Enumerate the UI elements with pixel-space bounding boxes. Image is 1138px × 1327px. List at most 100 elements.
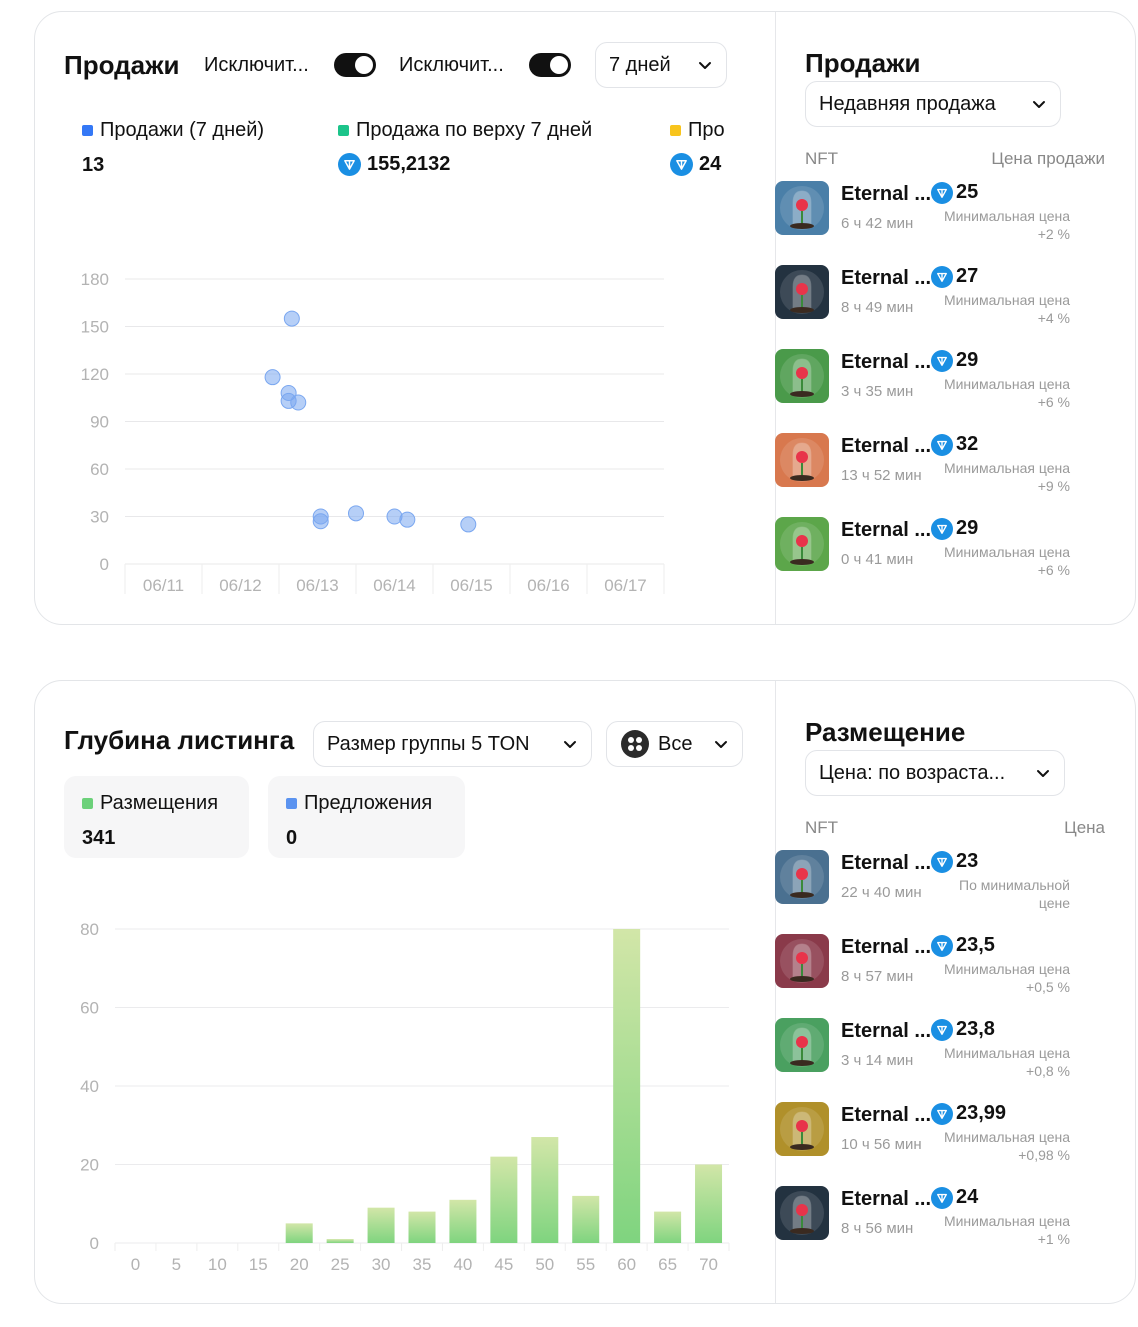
price-note-line: Минимальная цена [943,1129,1070,1145]
price-value: 27 [956,265,979,287]
nft-price: 29 [931,349,978,372]
stat-third-value: 24 [670,153,721,176]
list-item[interactable]: Eternal ... 10 ч 56 мин 23,99 Минимальная ц… [775,1102,1075,1164]
price-value: 23,99 [956,1102,1007,1124]
price-note: Минимальная цена +0,98 % [944,1128,1070,1164]
ton-icon [931,265,953,288]
nft-name: Eternal ... [841,1104,932,1126]
sales-chart-title: Продажи [64,50,180,80]
nft-time: 22 ч 40 мин [841,884,922,901]
nft-price: 24 [931,1186,978,1209]
filter-select[interactable]: Все [606,721,743,767]
stat-label: Продажи (7 дней) [100,119,265,141]
col-head-price: Цена [1064,818,1105,837]
nft-time: 6 ч 42 мин [841,215,914,232]
price-note-line: По минимальной [959,877,1070,893]
stat-label: Продажа по верху 7 дней [356,119,593,141]
stat-sales-7d: Продажи (7 дней) [82,119,264,142]
depth-chart-title: Глубина листинга [64,725,295,755]
list-item[interactable]: Eternal ... 3 ч 14 мин 23,8 Минимальная цен… [775,1018,1075,1080]
stat-offers-value: 0 [286,827,298,849]
stat-offers: Предложения [286,792,432,815]
nft-time: 3 ч 35 мин [841,383,914,400]
exclude-toggle-1[interactable] [334,53,376,77]
price-note-line: Минимальная цена [943,460,1070,476]
exclude-toggle-1-label: Исключит... [204,54,309,76]
price-value: 32 [956,433,979,455]
chevron-down-icon [564,741,576,748]
ton-icon [931,1018,953,1041]
recent-sales-sort-select[interactable]: Недавняя продажа [805,81,1061,127]
chevron-down-icon [699,62,711,69]
nft-thumbnail [775,349,829,403]
price-note-line: Минимальная цена [943,544,1070,560]
nft-thumbnail [775,181,829,235]
list-item[interactable]: Eternal ... 8 ч 56 мин 24 Минимальная цена +… [775,1186,1075,1248]
legend-square-icon [338,125,349,136]
price-note-line: Минимальная цена [943,1045,1070,1061]
nft-price: 27 [931,265,978,288]
price-note: Минимальная цена +2 % [944,207,1070,243]
stat-label: Про [688,119,725,141]
nft-name: Eternal ... [841,351,932,373]
ton-icon [931,517,953,540]
stat-third-clip: Про 24 [670,110,728,190]
listings-sort-select[interactable]: Цена: по возраста... [805,750,1065,796]
price-note-line: +9 % [1037,478,1070,494]
price-note: Минимальная цена +9 % [944,459,1070,495]
price-note-line: цене [1038,895,1070,911]
price-note: Минимальная цена +4 % [944,291,1070,327]
listings-title: Размещение [805,717,966,747]
price-note-line: Минимальная цена [943,208,1070,224]
nft-thumbnail [775,265,829,319]
stat-listings-value: 341 [82,827,116,849]
list-item[interactable]: Eternal ... 13 ч 52 мин 32 Минимальная цена… [775,433,1075,495]
nft-time: 8 ч 49 мин [841,299,914,316]
ton-icon [931,1102,953,1125]
list-item[interactable]: Eternal ... 8 ч 57 мин 23,5 Минимальная цен… [775,934,1075,995]
group-size-select[interactable]: Размер группы 5 TON [313,721,592,767]
list-item[interactable]: Eternal ... 6 ч 42 мин 25 Минимальная цена +… [775,181,1075,243]
listings-sort-value: Цена: по возраста... [819,761,1006,784]
nft-name: Eternal ... [841,267,932,289]
ton-icon [931,850,953,873]
ton-icon [931,181,953,204]
ton-icon [670,153,693,176]
period-select[interactable]: 7 дней [595,42,727,88]
collection-icon [621,730,649,758]
price-value: 25 [956,181,979,203]
exclude-toggle-2[interactable] [529,53,571,77]
list-item[interactable]: Eternal ... 3 ч 35 мин 29 Минимальная цена +… [775,349,1075,410]
price-note-line: +1 % [1037,1231,1070,1247]
nft-thumbnail [775,433,829,487]
price-note-line: +6 % [1037,562,1070,578]
price-note-line: +2 % [1037,226,1070,242]
stat-label: Размещения [100,792,219,814]
nft-price: 23,99 [931,1102,1006,1125]
price-note-line: +0,98 % [1018,1147,1070,1163]
nft-price: 23 [931,850,978,873]
ton-icon [931,349,953,372]
price-value: 29 [956,517,979,539]
filter-select-value: Все [658,732,693,755]
stat-listings: Размещения [82,792,218,815]
nft-price: 29 [931,517,978,540]
list-item[interactable]: Eternal ... 8 ч 49 мин 27 Минимальная цена +… [775,265,1075,327]
col-head-nft: NFT [805,818,839,837]
nft-thumbnail [775,1018,829,1072]
list-item[interactable]: Eternal ... 0 ч 41 мин 29 Минимальная цена +… [775,517,1075,578]
list-item[interactable]: Eternal ... 22 ч 40 мин 23 По минимальной це… [775,850,1075,911]
col-head-sale-price: Цена продажи [991,149,1105,168]
price-note-line: +4 % [1037,310,1070,326]
price-note: Минимальная цена +1 % [944,1212,1070,1248]
nft-time: 8 ч 57 мин [841,968,914,985]
legend-square-icon [82,798,93,809]
chevron-down-icon [715,741,727,748]
group-size-value: Размер группы 5 TON [327,732,530,755]
price-value: 23,5 [956,934,995,956]
nft-price: 23,5 [931,934,995,957]
price-note: Минимальная цена +0,8 % [944,1044,1070,1080]
stat-value: 24 [699,153,722,175]
nft-name: Eternal ... [841,435,932,457]
nft-thumbnail [775,850,829,904]
